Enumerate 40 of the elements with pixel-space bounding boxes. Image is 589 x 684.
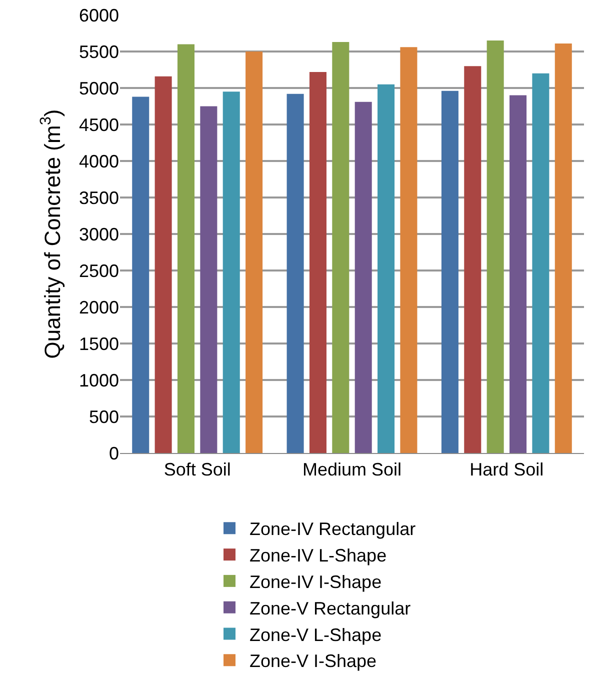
x-tick-label: Medium Soil xyxy=(302,460,402,480)
bar xyxy=(246,52,263,453)
y-tick-label: 5000 xyxy=(78,78,119,98)
bar xyxy=(378,84,395,453)
y-tick-label: 5500 xyxy=(78,42,119,62)
y-tick-label: 3500 xyxy=(78,188,119,208)
bar xyxy=(177,44,194,453)
y-tick-label: 6000 xyxy=(78,5,119,26)
y-tick-label: 2500 xyxy=(78,260,119,281)
bar xyxy=(510,95,527,453)
x-tick-label: Soft Soil xyxy=(164,460,231,480)
y-tick-label: 500 xyxy=(88,406,119,427)
y-tick-label: 2000 xyxy=(78,297,119,318)
bar xyxy=(332,42,350,453)
legend-label: Zone-V Rectangular xyxy=(250,598,411,618)
bar xyxy=(154,76,172,453)
y-tick-label: 4000 xyxy=(78,151,119,172)
bar xyxy=(200,106,218,453)
y-tick-label: 4500 xyxy=(78,114,119,135)
legend-label: Zone-IV Rectangular xyxy=(250,519,416,540)
x-tick-label: Hard Soil xyxy=(470,460,544,480)
bar xyxy=(554,43,572,453)
bar xyxy=(132,96,150,453)
y-tick-label: 3000 xyxy=(78,224,119,244)
bar xyxy=(400,47,418,453)
legend-label: Zone-V I-Shape xyxy=(250,651,377,672)
bar xyxy=(464,66,482,453)
legend-label: Zone-V L-Shape xyxy=(250,624,382,645)
bar xyxy=(286,94,304,453)
bar xyxy=(532,73,550,453)
legend-label: Zone-IV L-Shape xyxy=(250,546,387,566)
y-tick-label: 1500 xyxy=(78,334,119,354)
y-tick-label: 1000 xyxy=(78,370,119,390)
bar xyxy=(222,92,240,453)
bar xyxy=(486,40,504,453)
bar xyxy=(309,72,326,453)
bar xyxy=(354,102,372,453)
bar xyxy=(441,90,458,453)
legend-label: Zone-IV I-Shape xyxy=(250,572,382,592)
y-tick-label: 0 xyxy=(108,443,119,464)
